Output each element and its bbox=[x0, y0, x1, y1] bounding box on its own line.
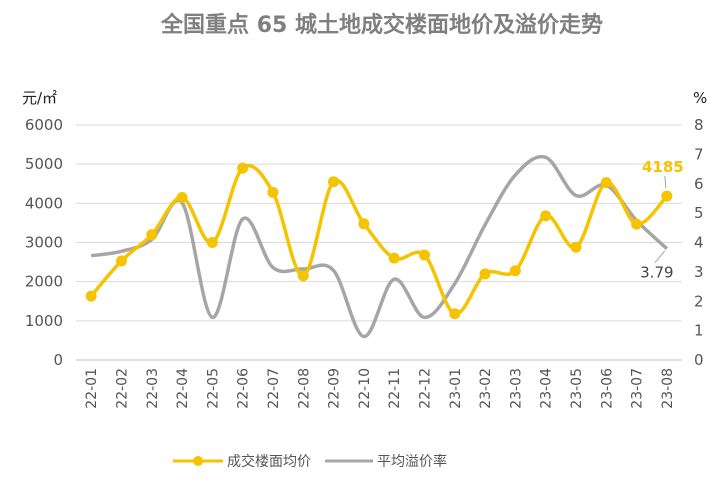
y-right-tick-label: 2 bbox=[694, 292, 704, 310]
y-left-tick-label: 2000 bbox=[25, 273, 63, 291]
gridlines bbox=[76, 124, 682, 361]
y-right-tick-label: 7 bbox=[694, 145, 704, 163]
data-point-price bbox=[449, 308, 461, 320]
y-left-tick-label: 0 bbox=[53, 351, 63, 369]
series-layer bbox=[85, 154, 673, 339]
y-left-tick-label: 6000 bbox=[25, 116, 63, 134]
data-point-price bbox=[267, 186, 279, 198]
data-point-price bbox=[206, 237, 218, 248]
data-point-price bbox=[237, 162, 249, 174]
annotation-price-last: 4185 bbox=[642, 158, 684, 176]
x-tick-label: 22-06 bbox=[236, 368, 252, 409]
x-tick-label: 23-04 bbox=[539, 368, 555, 409]
data-point-price bbox=[509, 265, 521, 277]
data-point-price bbox=[297, 270, 309, 282]
x-tick-label: 22-11 bbox=[387, 368, 403, 409]
x-tick-label: 23-01 bbox=[448, 368, 464, 409]
annotation-leader-line bbox=[664, 176, 667, 189]
chart-title: 全国重点 65 城土地成交楼面地价及溢价走势 bbox=[160, 12, 603, 38]
data-point-price bbox=[570, 241, 582, 253]
series-line-price bbox=[89, 164, 669, 316]
x-tick-label: 22-05 bbox=[205, 368, 221, 409]
data-point-price bbox=[540, 210, 552, 222]
data-point-price bbox=[358, 218, 370, 230]
x-tick-label: 22-07 bbox=[266, 368, 282, 409]
right-axis-unit: % bbox=[693, 89, 707, 107]
x-tick-label: 22-04 bbox=[175, 368, 191, 409]
annotation-leader-line bbox=[654, 250, 666, 263]
x-tick-label: 23-02 bbox=[478, 368, 494, 409]
x-tick-label: 22-03 bbox=[145, 368, 161, 409]
data-point-price bbox=[85, 290, 97, 302]
data-point-price bbox=[146, 229, 158, 241]
y-left-tick-label: 3000 bbox=[25, 234, 63, 252]
data-point-price bbox=[388, 252, 400, 264]
data-point-price bbox=[176, 191, 188, 203]
series-line-premium bbox=[90, 154, 669, 339]
y-right-tick-label: 4 bbox=[694, 234, 704, 252]
left-axis-ticks: 0 1000 2000 3000 4000 5000 6000 bbox=[25, 116, 63, 369]
x-tick-label: 22-12 bbox=[417, 368, 433, 409]
left-axis-unit: 元/㎡ bbox=[22, 89, 57, 107]
y-right-tick-label: 1 bbox=[694, 322, 704, 340]
legend-marker-price bbox=[193, 456, 203, 466]
legend: 成交楼面均价 平均溢价率 bbox=[173, 453, 447, 470]
annotation-premium-last: 3.79 bbox=[640, 264, 673, 282]
y-right-tick-label: 3 bbox=[694, 263, 704, 281]
y-left-tick-label: 1000 bbox=[25, 312, 63, 330]
y-left-tick-label: 5000 bbox=[25, 155, 63, 173]
x-tick-label: 22-08 bbox=[296, 368, 312, 409]
y-left-tick-label: 4000 bbox=[25, 194, 63, 212]
data-point-price bbox=[631, 218, 643, 230]
x-axis-ticks: 22-01 22-02 22-03 22-04 22-05 22-06 22-07 22-08… bbox=[84, 368, 676, 409]
right-axis-ticks: 0 1 2 3 4 5 6 7 8 bbox=[694, 116, 704, 369]
x-tick-label: 22-02 bbox=[114, 368, 130, 409]
data-point-price bbox=[418, 249, 430, 261]
data-point-price bbox=[661, 190, 673, 202]
x-tick-label: 23-03 bbox=[508, 368, 524, 409]
data-point-price bbox=[479, 268, 491, 280]
legend-label-price: 成交楼面均价 bbox=[227, 453, 311, 470]
x-tick-label: 23-07 bbox=[630, 368, 646, 409]
data-point-price bbox=[328, 176, 340, 188]
x-tick-label: 23-08 bbox=[660, 368, 676, 409]
x-tick-label: 23-05 bbox=[569, 368, 585, 409]
x-tick-label: 22-10 bbox=[357, 368, 373, 409]
x-tick-label: 22-01 bbox=[84, 368, 100, 409]
y-right-tick-label: 5 bbox=[694, 204, 704, 222]
x-tick-label: 22-09 bbox=[327, 368, 343, 409]
legend-label-premium: 平均溢价率 bbox=[377, 453, 447, 470]
y-right-tick-label: 6 bbox=[694, 175, 704, 193]
y-right-tick-label: 8 bbox=[694, 116, 704, 134]
annotations: 4185 3.79 bbox=[640, 158, 684, 282]
y-right-tick-label: 0 bbox=[694, 351, 704, 369]
data-point-price bbox=[600, 177, 612, 189]
data-point-price bbox=[115, 255, 127, 267]
x-tick-label: 23-06 bbox=[599, 368, 615, 409]
